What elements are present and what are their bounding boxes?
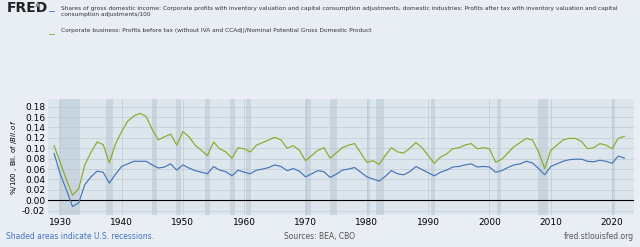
Bar — [367, 99, 370, 215]
Text: ─: ─ — [48, 30, 54, 40]
Text: Corporate business: Profits before tax (without IVA and CCAdj)/Nominal Potential: Corporate business: Profits before tax (… — [61, 28, 371, 33]
Text: FRED: FRED — [6, 1, 47, 15]
Bar — [376, 99, 384, 215]
Bar — [612, 99, 615, 215]
Text: ▲: ▲ — [35, 1, 40, 7]
Text: fred.stlouisfed.org: fred.stlouisfed.org — [563, 232, 634, 241]
Text: Shaded areas indicate U.S. recessions.: Shaded areas indicate U.S. recessions. — [6, 232, 154, 241]
Text: Shares of gross domestic income: Corporate profits with inventory valuation and : Shares of gross domestic income: Corpora… — [61, 6, 618, 17]
Bar — [330, 99, 337, 215]
Bar — [176, 99, 181, 215]
Y-axis label: %/100 , Bil. of $/Bil. of $: %/100 , Bil. of $/Bil. of $ — [9, 119, 19, 195]
Text: Sources: BEA, CBO: Sources: BEA, CBO — [285, 232, 355, 241]
Bar — [538, 99, 548, 215]
Bar — [431, 99, 435, 215]
Bar — [246, 99, 251, 215]
Bar — [230, 99, 235, 215]
Text: ─: ─ — [48, 7, 54, 17]
Bar — [305, 99, 310, 215]
Bar — [205, 99, 211, 215]
Bar — [152, 99, 157, 215]
Bar — [497, 99, 500, 215]
Bar — [59, 99, 80, 215]
Bar — [106, 99, 113, 215]
